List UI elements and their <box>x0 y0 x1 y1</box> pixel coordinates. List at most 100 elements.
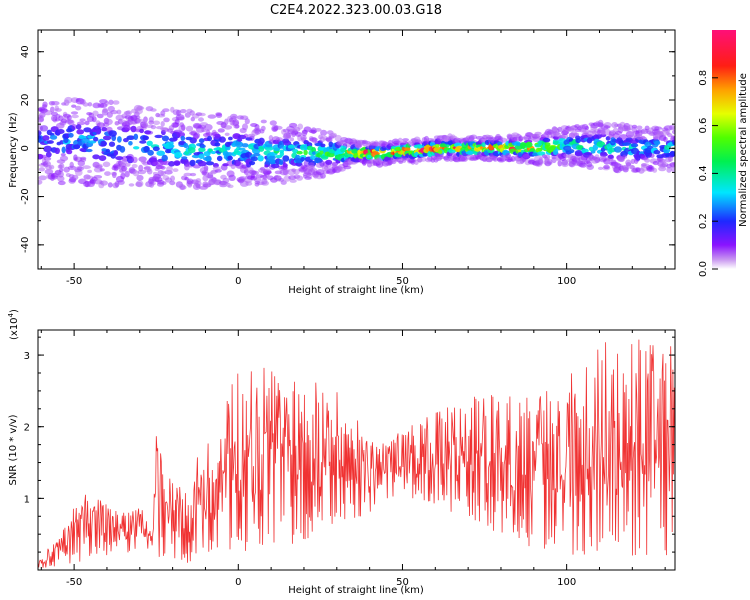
spectrogram-cell <box>80 158 87 162</box>
spectrogram-cell <box>180 135 186 141</box>
spectrogram-cell <box>230 113 238 120</box>
spectrogram-cell <box>176 116 185 121</box>
spectrogram-cell <box>250 156 259 162</box>
spectrogram-cell <box>198 138 205 144</box>
spectrogram-cell <box>235 141 244 148</box>
spectrogram-cell <box>145 130 154 135</box>
y-tick-label: -20 <box>20 188 31 204</box>
spectrogram-cell <box>205 132 214 137</box>
spectrogram-cell <box>542 137 551 143</box>
spectrogram-cell <box>88 140 97 144</box>
snr-multiplier-base: (x10 <box>9 317 20 340</box>
spectrogram-cell <box>81 137 90 144</box>
spectrogram-cell <box>295 175 304 181</box>
spectrogram-cell <box>253 153 261 157</box>
spectrogram-cell <box>227 155 233 161</box>
spectrogram-cell <box>241 143 249 148</box>
spectrogram-cell <box>110 110 118 115</box>
x-tick-label: -50 <box>66 577 82 588</box>
spectrogram-cell <box>117 180 125 185</box>
spectrogram-cell <box>198 147 206 153</box>
spectrogram-cell <box>280 180 287 185</box>
spectrogram-cell <box>105 118 113 125</box>
spectrogram-cell <box>535 147 542 153</box>
spectrogram-cell <box>588 146 594 152</box>
spectrogram-cell <box>672 142 675 146</box>
spectrogram-cell <box>180 109 187 114</box>
spectrogram-cell <box>465 151 474 155</box>
spectrogram-cell <box>180 124 186 131</box>
spectrogram-cell <box>91 116 97 123</box>
snr-frame <box>37 329 676 571</box>
spectrogram-cell <box>611 122 618 129</box>
spectrogram-cell <box>553 136 559 141</box>
spectrogram-cell <box>215 112 222 116</box>
snr-y-label: SNR (10 * v/v) <box>8 414 19 485</box>
spectrogram-panel: -50 0 50 100 -40 -20 0 20 40 Height of straight… <box>8 29 676 296</box>
spectrogram-cell <box>142 135 149 141</box>
spectrogram-cell <box>295 131 302 137</box>
spectrogram-cell <box>200 144 206 149</box>
spectrogram-cell <box>622 142 632 146</box>
spectrogram-cell <box>54 147 60 154</box>
spectrogram-cell <box>101 127 108 132</box>
colorbar-tick-label: 0.2 <box>698 213 709 229</box>
spectrogram-cell <box>552 130 560 137</box>
spectrogram-cell <box>162 108 170 113</box>
spectrogram-cell <box>270 163 280 169</box>
colorbar-tick-label: 0.8 <box>698 70 709 86</box>
spectrogram-cell <box>57 175 65 182</box>
spectrogram-cell <box>268 159 277 163</box>
spectrogram-cell <box>93 175 103 179</box>
spectrogram-cell <box>104 171 111 177</box>
spectrogram-cell <box>48 164 55 170</box>
figure-title: C2E4.2022.323.00.03.G18 <box>270 3 442 18</box>
spectrogram-cell <box>527 136 533 143</box>
spectrogram-cell <box>569 149 575 154</box>
spectrogram-cell <box>173 161 181 166</box>
spectrogram-cell <box>54 108 62 112</box>
spectrogram-cell <box>547 159 553 165</box>
spectrogram-cell <box>131 156 138 164</box>
spectrogram-cell <box>96 122 106 128</box>
spectrogram-cell <box>652 167 658 173</box>
snr-multiplier-exponent: 4 <box>7 312 15 317</box>
spectrogram-cell <box>574 152 584 157</box>
spectrogram-cell <box>189 172 197 177</box>
spectrogram-cell <box>282 155 290 162</box>
spectrogram-cell <box>260 125 266 131</box>
spectrogram-cell <box>123 124 131 132</box>
spectrogram-cell <box>320 173 326 179</box>
spectrogram-cell <box>561 161 569 168</box>
spectrogram-cell <box>58 168 64 172</box>
spectrogram-cell <box>264 164 269 168</box>
spectrogram-cell <box>39 115 44 122</box>
spectrogram-cell <box>51 101 60 106</box>
spectrogram-cell <box>631 124 638 129</box>
spectrogram-cell <box>119 146 126 153</box>
spectrogram-cell <box>289 137 295 142</box>
spectrogram-cell <box>146 168 153 175</box>
spectrogram-cell <box>87 102 93 107</box>
spectrogram-cell <box>39 125 49 132</box>
spectrogram-cell <box>328 141 334 148</box>
colorbar: 0.0 0.2 0.4 0.6 0.8 Normalized spectral ampl… <box>698 30 749 277</box>
spectrogram-cell <box>289 179 297 183</box>
spectrogram-cell <box>672 125 675 132</box>
spectrogram-cell <box>136 174 144 181</box>
spectrogram-cell <box>492 155 498 162</box>
spectrogram-cell <box>93 167 103 173</box>
colorbar-tick-label: 0.6 <box>698 118 709 134</box>
spectrogram-cell <box>413 136 421 143</box>
spectrogram-cell <box>268 135 274 141</box>
spectrogram-cell <box>133 133 139 140</box>
spectrogram-cell <box>214 169 222 173</box>
spectrogram-cell <box>174 152 183 158</box>
spectrogram-cell <box>599 152 608 157</box>
spectrogram-cell <box>64 96 73 104</box>
spectrogram-cell <box>644 158 650 163</box>
snr-x-label: Height of straight line (km) <box>288 585 424 596</box>
spectrogram-cell <box>102 161 111 168</box>
spectrogram-cell <box>603 125 611 129</box>
spectrogram-cell <box>557 160 562 167</box>
